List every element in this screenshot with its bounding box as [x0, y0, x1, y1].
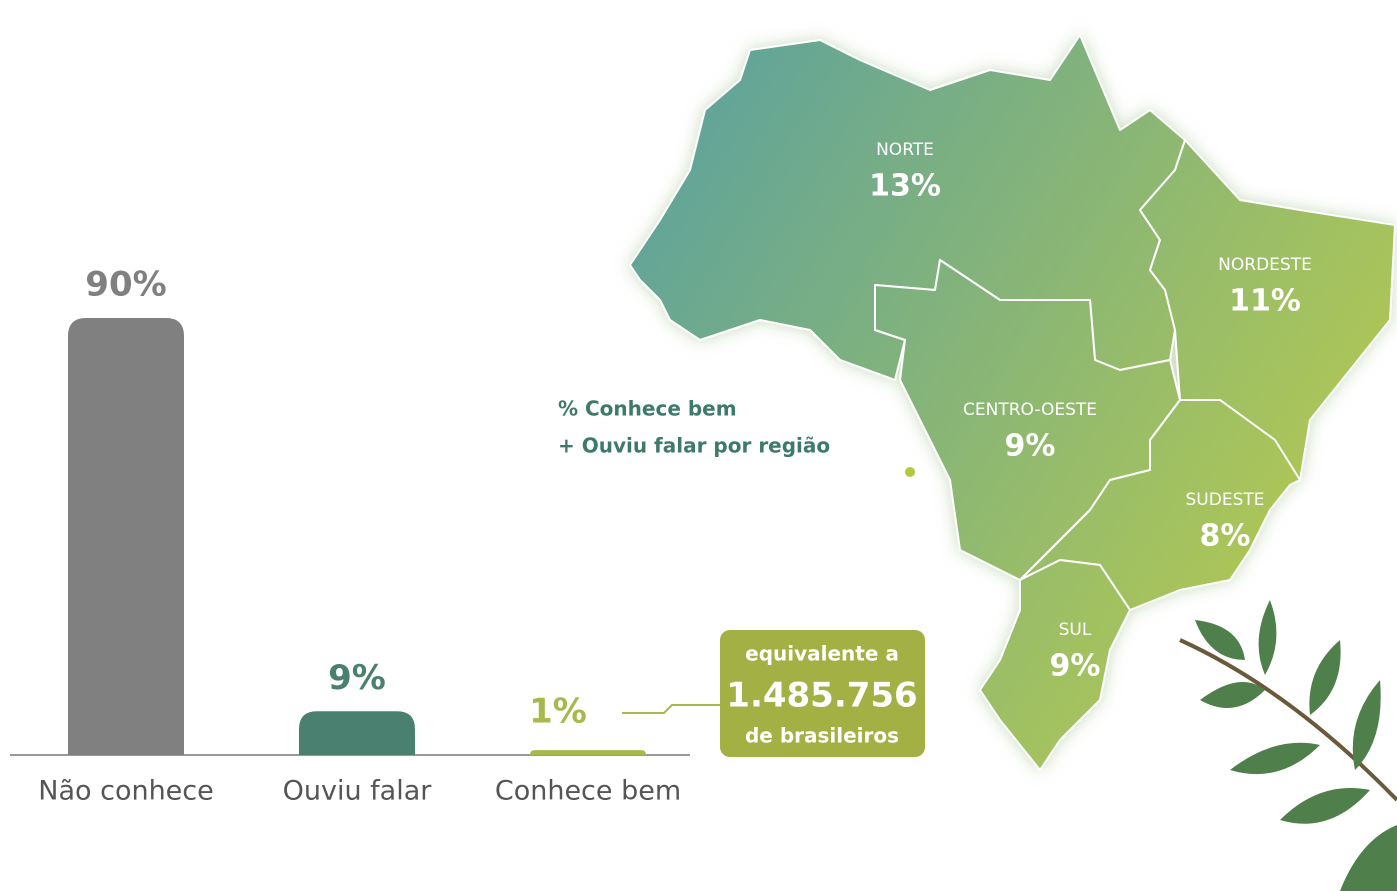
region — [1019, 399, 1301, 611]
region-value: 13% — [869, 169, 941, 204]
category-label: Não conhece — [38, 776, 214, 807]
bar — [68, 318, 184, 755]
callout-text: de brasileiros — [745, 724, 899, 748]
bar — [530, 750, 646, 755]
region-value: 9% — [1050, 649, 1101, 684]
map-title: % Conhece bem — [558, 397, 737, 421]
bar-value-label: 9% — [328, 658, 386, 698]
callout-text: equivalente a — [745, 642, 899, 666]
callout-number: 1.485.756 — [726, 676, 917, 716]
region-value: 11% — [1229, 284, 1301, 319]
region-value: 8% — [1200, 519, 1251, 554]
callout-connector — [622, 704, 720, 714]
region-name: NORDESTE — [1218, 255, 1312, 275]
bar-value-label: 1% — [529, 692, 587, 732]
map-title: + Ouviu falar por região — [558, 434, 830, 458]
category-label: Conhece bem — [495, 776, 681, 807]
bar-value-label: 90% — [85, 265, 166, 305]
region-name: SUL — [1059, 620, 1092, 640]
bar — [299, 711, 415, 755]
callout-box — [720, 630, 925, 757]
region — [979, 559, 1131, 771]
region-name: NORTE — [876, 140, 934, 160]
legend-dot — [905, 467, 915, 477]
leaves — [1179, 600, 1397, 891]
category-label: Ouviu falar — [283, 776, 433, 807]
region-value: 9% — [1005, 429, 1056, 464]
region-name: SUDESTE — [1186, 490, 1265, 510]
map — [629, 34, 1396, 771]
region-name: CENTRO-OESTE — [963, 400, 1097, 420]
